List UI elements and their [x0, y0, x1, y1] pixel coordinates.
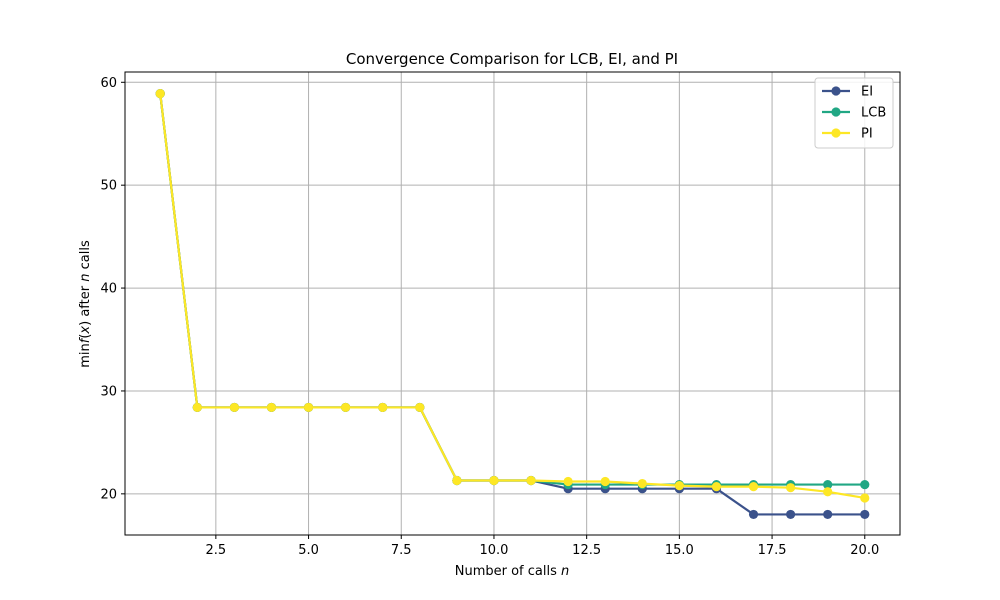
x-tick-label: 12.5: [572, 543, 601, 558]
data-point-pi: [489, 475, 499, 486]
data-point-pi: [600, 476, 610, 487]
legend-swatch-marker: [831, 128, 841, 138]
legend-swatch-marker: [831, 86, 841, 96]
data-point-pi: [266, 402, 277, 413]
data-point-ei: [823, 509, 833, 520]
legend-item-lcb: LCB: [822, 106, 886, 121]
data-point-pi: [563, 476, 573, 487]
data-point-pi: [748, 482, 759, 492]
data-point-pi: [637, 478, 647, 489]
x-tick-label: 7.5: [391, 543, 412, 558]
data-point-pi: [823, 487, 833, 497]
data-point-pi: [674, 481, 684, 491]
data-point-ei: [860, 509, 870, 520]
x-tick-label: 17.5: [758, 543, 787, 558]
y-label-min: min: [78, 343, 93, 368]
y-axis-ticks: 20 30 40 50 60: [100, 76, 125, 502]
data-point-pi: [452, 475, 462, 486]
data-point-ei: [748, 509, 759, 520]
data-point-pi: [378, 402, 388, 413]
series-lcb: [155, 89, 870, 490]
y-label-open: (: [78, 334, 93, 339]
data-point-pi: [786, 483, 796, 493]
data-point-lcb: [823, 479, 833, 490]
data-point-pi: [303, 402, 314, 413]
y-tick-label: 60: [100, 76, 117, 91]
data-point-pi: [341, 402, 351, 413]
x-axis-label-var: n: [561, 564, 569, 579]
legend-item-ei: EI: [822, 85, 873, 100]
data-point-pi: [711, 482, 722, 492]
y-tick-label: 30: [100, 384, 117, 399]
series-layer: [155, 89, 870, 520]
x-tick-label: 10.0: [479, 543, 508, 558]
legend-swatch-marker: [831, 107, 841, 117]
x-tick-label: 5.0: [298, 543, 319, 558]
y-tick-label: 20: [100, 487, 117, 502]
legend: EI LCB PI: [814, 77, 894, 149]
legend-item-pi: PI: [822, 127, 873, 142]
legend-label: PI: [861, 127, 873, 142]
y-label-f: f: [78, 336, 93, 343]
x-tick-label: 2.5: [206, 543, 227, 558]
x-axis-ticks: 2.5 5.0 7.5 10.0 12.5 15.0 17.5 20.0: [206, 535, 879, 558]
data-point-pi: [860, 493, 870, 503]
data-point-pi: [229, 402, 239, 413]
grid: [125, 72, 900, 535]
series-line-lcb: [159, 93, 865, 486]
data-point-pi: [526, 475, 536, 486]
data-point-pi: [192, 402, 202, 413]
x-tick-label: 20.0: [850, 543, 879, 558]
series-line-pi: [159, 93, 865, 500]
data-point-pi: [415, 402, 425, 413]
y-label-x: x: [78, 326, 93, 335]
series-pi: [155, 89, 870, 503]
x-axis-label: Number of calls n: [455, 564, 570, 579]
series-line-ei: [159, 93, 865, 516]
data-point-ei: [786, 509, 796, 520]
x-tick-label: 15.0: [665, 543, 694, 558]
legend-label: EI: [861, 85, 873, 100]
y-label-n: n: [78, 274, 93, 282]
y-label-after: ) after: [78, 282, 93, 326]
series-ei: [155, 89, 870, 520]
chart-title: Convergence Comparison for LCB, EI, and …: [346, 50, 678, 68]
y-label-calls: calls: [78, 240, 93, 273]
plot-frame: [124, 71, 901, 536]
x-axis-label-main: Number of calls: [455, 564, 561, 579]
y-tick-label: 40: [100, 282, 117, 297]
y-axis-label: minf(x) after n calls: [78, 240, 93, 368]
y-tick-label: 50: [100, 179, 117, 194]
legend-label: LCB: [861, 106, 886, 121]
data-point-pi: [155, 89, 165, 99]
data-point-lcb: [860, 479, 870, 490]
